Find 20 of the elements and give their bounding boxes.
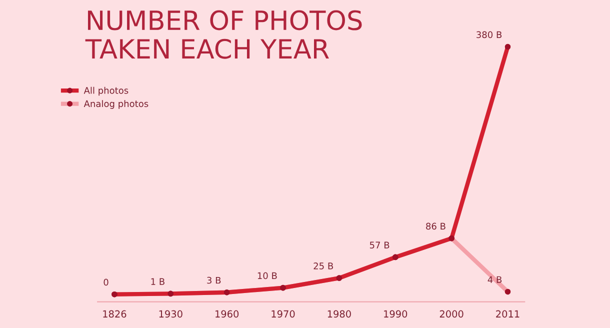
x-tick-label: 1930 — [159, 310, 182, 318]
data-label: 25 B — [314, 262, 333, 270]
x-tick-label: 1960 — [216, 310, 239, 318]
x-tick-label: 1826 — [103, 310, 126, 318]
data-label: 86 B — [426, 222, 446, 230]
legend-label: Analog photos — [84, 100, 148, 109]
data-label: 380 B — [476, 31, 502, 38]
data-label: 57 B — [370, 242, 390, 249]
data-label: 4 B — [488, 276, 502, 283]
data-label: 1 B — [151, 278, 164, 285]
chart-title: NUMBER OF PHOTOS TAKEN EACH YEAR — [85, 10, 362, 59]
x-tick-label: 1990 — [384, 310, 408, 318]
data-label: 10 B — [258, 272, 277, 280]
x-tick-label: 2000 — [440, 310, 464, 318]
x-tick-label: 1980 — [328, 310, 351, 318]
x-tick-label: 2011 — [496, 310, 520, 318]
data-label: 0 — [104, 278, 108, 286]
data-label: 3 B — [207, 276, 221, 284]
legend-label: All photos — [84, 86, 128, 96]
x-tick-label: 1970 — [272, 310, 295, 318]
